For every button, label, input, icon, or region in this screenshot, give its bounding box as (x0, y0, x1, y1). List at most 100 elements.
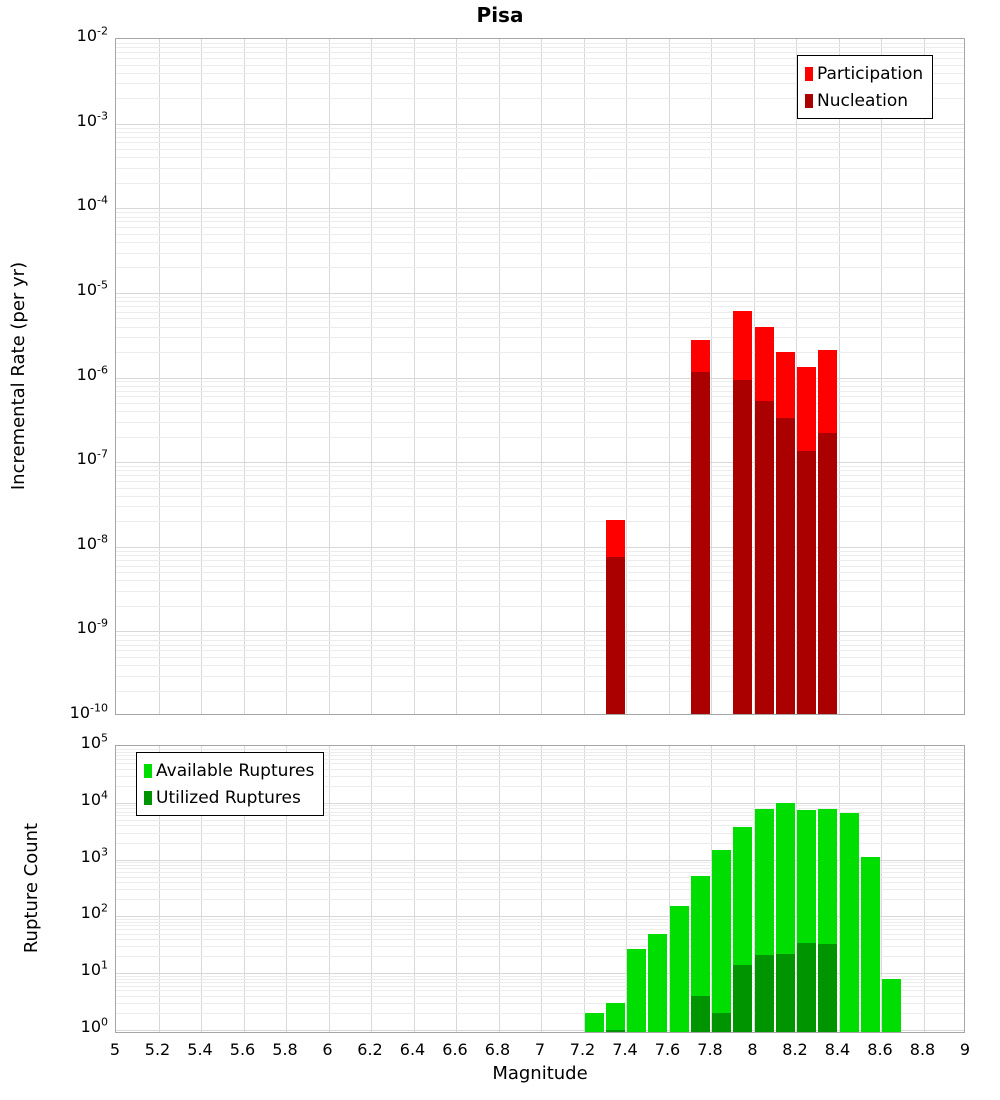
gridline (116, 580, 964, 582)
gridline (116, 57, 964, 59)
available-ruptures-bar (605, 1002, 625, 1032)
nucleation-bar (605, 557, 625, 714)
gridline (116, 973, 964, 975)
gridline (116, 690, 964, 692)
y-tick-label: 10-9 (76, 617, 108, 638)
gridline (116, 495, 964, 497)
gridline (116, 1030, 964, 1031)
gridline (116, 212, 964, 214)
available-ruptures-bar (584, 1012, 604, 1032)
chart-title: Pisa (476, 3, 524, 27)
gridline (116, 326, 964, 328)
gridline (116, 946, 964, 948)
gridline (116, 748, 964, 750)
gridline (116, 142, 964, 144)
utilized-ruptures-bar (712, 1012, 732, 1032)
gridline (541, 746, 542, 1032)
gridline (116, 167, 964, 169)
gridline (753, 39, 755, 714)
gridline (838, 39, 840, 714)
y-tick-label: 101 (80, 958, 108, 980)
x-tick-label: 6.6 (442, 1040, 468, 1059)
available-ruptures-bar (882, 978, 902, 1032)
gridline (116, 775, 964, 777)
gridline (158, 746, 160, 1032)
gridline (116, 665, 964, 667)
gridline (116, 842, 964, 844)
gridline (116, 805, 964, 807)
gridline (116, 572, 964, 574)
gridline (116, 352, 964, 353)
x-tick-label: 7.8 (697, 1040, 723, 1059)
x-tick-label: 6 (322, 1040, 333, 1059)
gridline (328, 746, 330, 1032)
x-tick-label: 6.2 (357, 1040, 383, 1059)
gridline (116, 975, 964, 977)
gridline (626, 746, 627, 1032)
gridline (116, 862, 964, 864)
gridline (116, 127, 964, 129)
gridline (116, 916, 964, 918)
legend-item-utilized-ruptures: Utilized Ruptures (144, 784, 314, 811)
gridline (116, 311, 964, 313)
utilized-ruptures-bar (605, 1030, 625, 1032)
legend-label-utilized: Utilized Ruptures (156, 787, 301, 808)
gridline (116, 506, 964, 508)
gridline (116, 466, 964, 467)
gridline (116, 136, 964, 138)
gridline (498, 746, 500, 1032)
gridline (286, 39, 287, 714)
x-tick-label: 9 (959, 1040, 971, 1059)
gridline (116, 555, 964, 556)
y-tick-label: 10-2 (76, 24, 108, 45)
nucleation-marker-icon (805, 93, 813, 108)
gridline (753, 746, 755, 1032)
gridline (116, 252, 964, 254)
gridline (116, 815, 964, 817)
gridline (116, 929, 964, 930)
x-tick-label: 7.4 (612, 1040, 638, 1059)
gridline (116, 470, 964, 472)
gridline (583, 746, 585, 1032)
x-tick-label: 7.6 (654, 1040, 681, 1059)
gridline (456, 39, 457, 714)
available-ruptures-bar (648, 933, 668, 1032)
gridline (881, 39, 882, 714)
gridline (116, 956, 964, 958)
gridline (116, 337, 964, 339)
gridline (116, 301, 964, 303)
gridline (116, 889, 964, 891)
gridline (116, 985, 964, 987)
gridline (116, 381, 964, 383)
x-tick-label: 7 (534, 1040, 546, 1059)
gridline (116, 876, 964, 878)
gridline (116, 631, 964, 633)
gridline (116, 131, 964, 133)
gridline (116, 978, 964, 980)
gridline (116, 487, 964, 489)
gridline (116, 650, 964, 652)
nucleation-bar (690, 372, 710, 714)
available-ruptures-bar (839, 812, 859, 1032)
x-tick-label: 8.4 (824, 1040, 851, 1059)
x-tick-label: 7.2 (569, 1040, 596, 1059)
gridline (371, 746, 372, 1032)
gridline (116, 832, 964, 834)
gridline (243, 746, 245, 1032)
gridline (116, 808, 964, 810)
x-tick-label: 5.4 (187, 1040, 213, 1059)
gridline (116, 933, 964, 935)
y-tick-label: 10-3 (76, 109, 108, 130)
top-legend: Participation Nucleation (797, 55, 934, 119)
gridline (116, 216, 964, 218)
gridline (116, 899, 964, 901)
gridline (116, 865, 964, 867)
gridline (116, 64, 964, 66)
gridline (116, 1002, 964, 1004)
y-tick-label: 103 (80, 845, 108, 866)
gridline (116, 149, 964, 151)
gridline (838, 746, 840, 1032)
gridline (116, 921, 964, 923)
x-tick-label: 5.6 (229, 1040, 256, 1059)
